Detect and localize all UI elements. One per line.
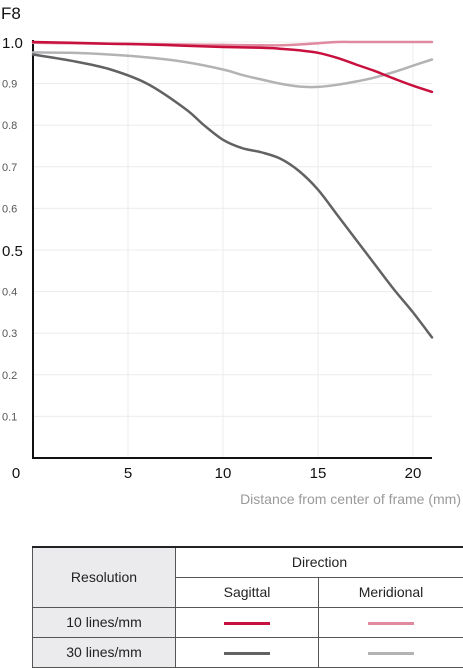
legend-swatch-cell <box>318 606 463 638</box>
legend-row: 30 lines/mm <box>32 636 463 668</box>
x-tick-label: 0 <box>12 465 20 482</box>
legend-swatch-cell <box>318 636 463 668</box>
y-tick-label: 0.3 <box>2 328 17 340</box>
y-tick-label: 1.0 <box>2 35 23 52</box>
x-tick-label: 20 <box>405 465 422 482</box>
legend-swatch-cell <box>175 636 319 668</box>
legend-swatch-cell <box>175 606 319 638</box>
direction-header: Direction <box>175 545 463 578</box>
x-axis-label: Distance from center of frame (mm) <box>240 491 461 507</box>
x-tick-label: 15 <box>310 465 327 482</box>
y-tick-label: 0.4 <box>2 287 17 299</box>
series-line-10-lines-mm-sagittal <box>31 40 434 94</box>
swatch-30-sagittal <box>224 652 270 656</box>
x-tick-label: 10 <box>215 465 232 482</box>
series-line-30-lines-mm-sagittal <box>31 53 434 339</box>
series-line-30-lines-mm-meridional <box>31 51 434 89</box>
legend-table: Resolution Direction Sagittal Meridional… <box>32 545 463 668</box>
y-tick-label: 0.9 <box>2 79 17 91</box>
resolution-header: Resolution <box>32 545 176 608</box>
sagittal-header: Sagittal <box>175 576 319 608</box>
x-tick-label: 5 <box>124 465 132 482</box>
y-tick-label: 0.5 <box>2 243 23 260</box>
swatch-10-meridional <box>368 622 414 626</box>
swatch-30-meridional <box>368 652 414 656</box>
legend-row-label: 30 lines/mm <box>32 636 176 668</box>
legend-row: 10 lines/mm <box>32 606 463 638</box>
meridional-header: Meridional <box>318 576 463 608</box>
y-tick-label: 0.6 <box>2 203 17 215</box>
y-tick-label: 0.7 <box>2 162 17 174</box>
chart-title: F8 <box>1 4 21 23</box>
y-tick-label: 0.1 <box>2 411 17 423</box>
legend-row-label: 10 lines/mm <box>32 606 176 638</box>
mtf-chart: 1.0 0.9 0.8 0.7 0.6 0.5 0.4 0.3 0.2 0.1 0 5 10 15 20 F8… <box>1 4 461 507</box>
y-tick-label: 0.8 <box>2 120 17 132</box>
swatch-10-sagittal <box>224 622 270 626</box>
y-tick-label: 0.2 <box>2 370 17 382</box>
